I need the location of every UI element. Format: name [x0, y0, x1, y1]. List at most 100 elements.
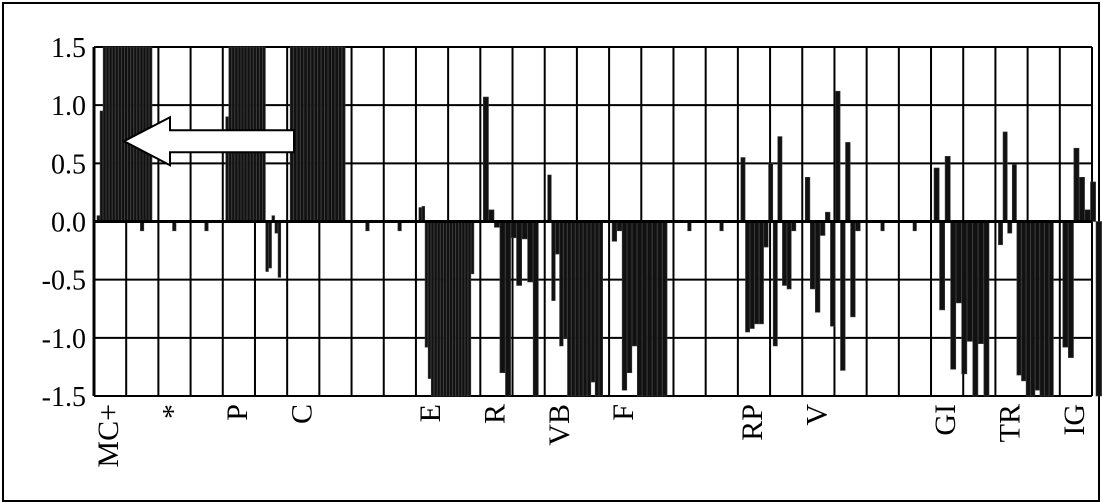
bar	[1035, 221, 1040, 391]
bar	[626, 221, 633, 374]
bar	[421, 206, 425, 222]
bar	[978, 221, 984, 344]
bar	[470, 221, 475, 275]
bar	[1002, 131, 1008, 222]
bar	[505, 221, 511, 397]
bar	[317, 46, 322, 222]
category-label: RP	[736, 404, 769, 441]
category-label: IG	[1058, 404, 1091, 436]
bar	[933, 167, 940, 222]
bar	[652, 221, 658, 397]
bar	[1016, 221, 1022, 376]
bar	[274, 221, 278, 234]
bar	[662, 221, 668, 397]
bar	[112, 46, 116, 222]
y-tick-label: 0.0	[51, 208, 86, 239]
bar	[1025, 221, 1031, 397]
bar	[277, 221, 282, 278]
bar	[786, 221, 792, 290]
bar	[427, 221, 432, 379]
bar	[130, 46, 134, 222]
bar	[424, 221, 429, 348]
bar	[745, 221, 750, 333]
bar	[850, 221, 856, 318]
bar	[835, 90, 841, 222]
bar	[510, 221, 517, 239]
bar	[321, 46, 325, 222]
bar	[296, 46, 301, 222]
bar	[782, 221, 787, 286]
bar	[1030, 221, 1036, 397]
bar	[559, 221, 564, 347]
bar	[555, 221, 560, 255]
bar	[1068, 221, 1074, 358]
bar	[820, 221, 826, 236]
bar	[449, 221, 453, 397]
bar	[641, 221, 648, 397]
bar	[763, 221, 769, 248]
bar	[446, 221, 450, 397]
bar	[583, 221, 588, 397]
bar	[815, 221, 821, 313]
y-tick-label: -1.5	[42, 382, 86, 413]
category-label: E	[414, 404, 447, 422]
bar	[532, 221, 539, 397]
bar	[636, 221, 643, 397]
bar	[1079, 176, 1085, 222]
bar	[1095, 221, 1102, 397]
bar	[594, 221, 600, 397]
bar	[567, 221, 572, 397]
bar	[657, 221, 663, 397]
bar	[809, 221, 816, 290]
bar	[418, 207, 422, 222]
bar	[845, 142, 851, 222]
y-tick-label: -1.0	[42, 324, 86, 355]
category-label: GI	[929, 404, 962, 436]
bar	[1007, 221, 1013, 234]
bar	[740, 157, 746, 222]
bar	[1062, 221, 1069, 348]
bar	[966, 221, 973, 342]
bar	[324, 46, 329, 222]
y-tick-label: 0.5	[51, 149, 86, 180]
category-label: TR	[994, 404, 1027, 442]
bar	[551, 221, 556, 301]
category-label: C	[285, 404, 318, 424]
bar	[1044, 221, 1050, 397]
bar	[430, 221, 435, 397]
bar	[102, 46, 107, 222]
bar	[768, 163, 774, 222]
category-label: R	[478, 404, 511, 424]
bar	[598, 221, 603, 397]
bar	[488, 209, 495, 222]
bar	[1090, 181, 1096, 222]
bar	[647, 221, 653, 397]
bar	[440, 221, 444, 397]
bar	[118, 46, 122, 222]
bar	[300, 46, 304, 222]
category-label: V	[800, 404, 833, 426]
bar	[461, 221, 465, 397]
bar	[455, 221, 459, 397]
bar	[458, 221, 462, 397]
bar	[434, 221, 438, 397]
bar	[334, 46, 339, 222]
bar	[307, 46, 311, 222]
bar	[772, 221, 778, 347]
bar	[983, 221, 990, 397]
bar	[950, 221, 957, 370]
bar	[124, 46, 128, 222]
category-label: *	[156, 404, 189, 419]
bar	[521, 221, 528, 240]
bar	[464, 221, 469, 397]
bar	[579, 221, 584, 397]
bar	[483, 96, 489, 222]
bar	[115, 46, 119, 222]
bar	[547, 174, 552, 222]
bar	[1048, 221, 1054, 397]
bar	[1039, 221, 1045, 397]
bar	[327, 46, 332, 222]
bar	[590, 221, 596, 383]
bar	[331, 46, 336, 222]
